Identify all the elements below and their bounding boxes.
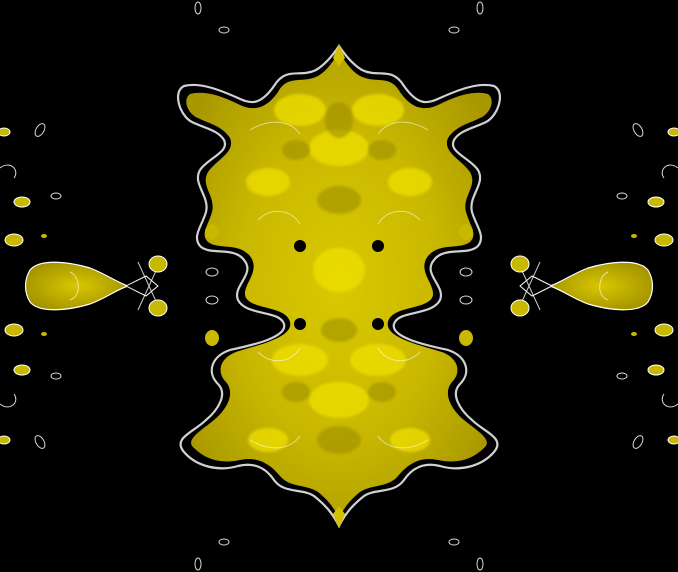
small-spots [194, 1, 484, 571]
left-side-blobs [0, 123, 168, 449]
right-side-blobs [510, 123, 678, 449]
central-blob [176, 44, 502, 529]
